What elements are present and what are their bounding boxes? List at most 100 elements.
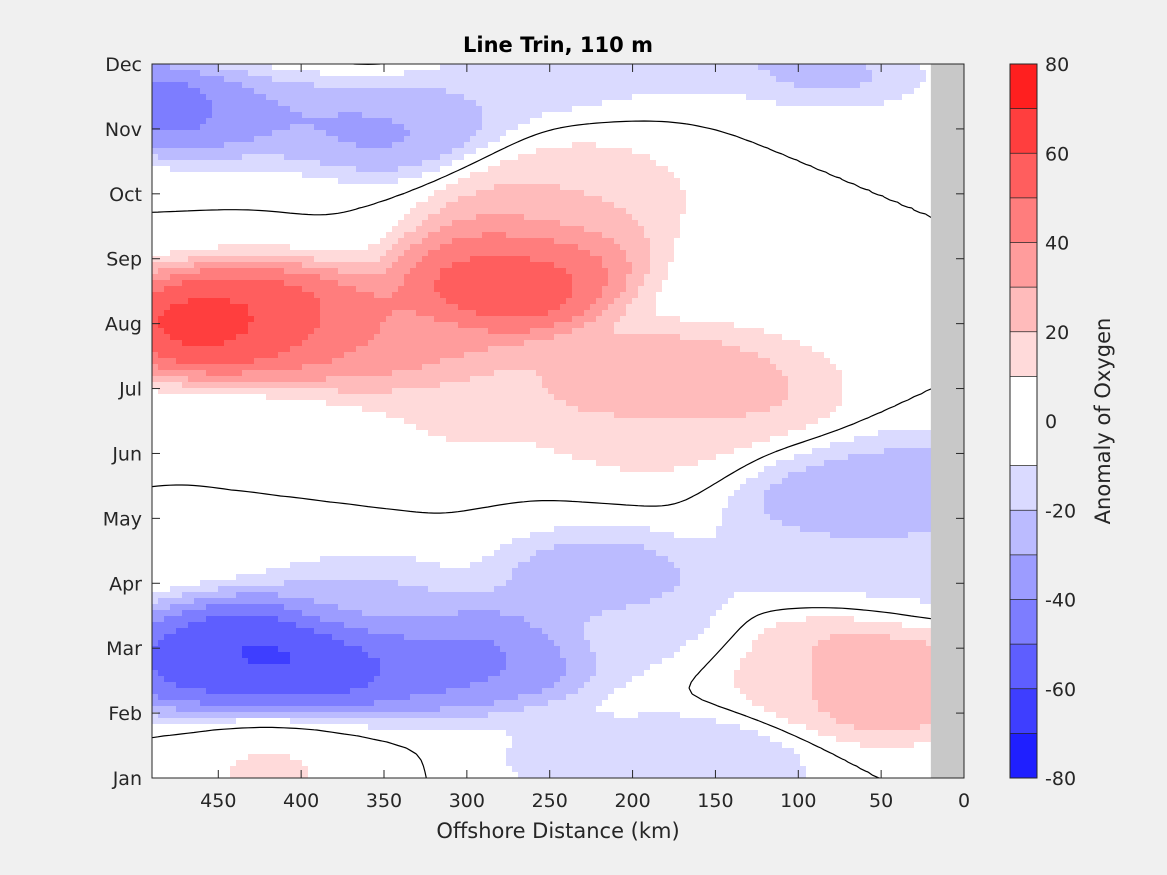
field-cell bbox=[350, 280, 357, 287]
field-cell bbox=[344, 226, 351, 233]
field-cell bbox=[602, 112, 609, 119]
field-cell bbox=[890, 220, 897, 227]
field-cell bbox=[686, 202, 693, 209]
field-cell bbox=[632, 136, 639, 143]
field-cell bbox=[158, 124, 165, 131]
field-cell bbox=[152, 70, 159, 77]
field-cell bbox=[230, 220, 237, 227]
field-cell bbox=[620, 196, 627, 203]
field-cell bbox=[278, 136, 285, 143]
field-cell bbox=[638, 280, 645, 287]
field-cell bbox=[374, 100, 381, 107]
field-cell bbox=[512, 124, 519, 131]
field-cell bbox=[182, 112, 189, 119]
field-cell bbox=[620, 142, 627, 149]
field-cell bbox=[356, 100, 363, 107]
field-cell bbox=[530, 160, 537, 167]
field-cell bbox=[686, 262, 693, 269]
field-cell bbox=[464, 256, 471, 263]
field-cell bbox=[626, 88, 633, 95]
field-cell bbox=[470, 238, 477, 245]
field-cell bbox=[728, 232, 735, 239]
field-cell bbox=[728, 166, 735, 173]
field-cell bbox=[896, 118, 903, 125]
field-cell bbox=[356, 250, 363, 257]
field-cell bbox=[734, 250, 741, 257]
field-cell bbox=[614, 256, 621, 263]
field-cell bbox=[350, 214, 357, 221]
field-cell bbox=[572, 250, 579, 257]
field-cell bbox=[422, 244, 429, 251]
field-cell bbox=[578, 112, 585, 119]
field-cell bbox=[782, 142, 789, 149]
field-cell bbox=[440, 94, 447, 101]
field-cell bbox=[296, 94, 303, 101]
field-cell bbox=[860, 76, 867, 83]
field-cell bbox=[584, 256, 591, 263]
field-cell bbox=[686, 250, 693, 257]
field-cell bbox=[434, 118, 441, 125]
field-cell bbox=[728, 238, 735, 245]
field-cell bbox=[488, 220, 495, 227]
field-cell bbox=[218, 220, 225, 227]
field-cell bbox=[692, 76, 699, 83]
field-cell bbox=[710, 142, 717, 149]
field-cell bbox=[746, 130, 753, 137]
field-cell bbox=[698, 268, 705, 275]
field-cell bbox=[722, 178, 729, 185]
field-cell bbox=[188, 70, 195, 77]
field-cell bbox=[776, 256, 783, 263]
field-cell bbox=[368, 238, 375, 245]
field-cell bbox=[542, 136, 549, 143]
field-cell bbox=[464, 88, 471, 95]
field-cell bbox=[260, 220, 267, 227]
field-cell bbox=[818, 130, 825, 137]
field-cell bbox=[434, 148, 441, 155]
field-cell bbox=[374, 250, 381, 257]
field-cell bbox=[542, 106, 549, 113]
field-cell bbox=[164, 82, 171, 89]
field-cell bbox=[524, 166, 531, 173]
field-cell bbox=[320, 100, 327, 107]
field-cell bbox=[200, 184, 207, 191]
field-cell bbox=[446, 88, 453, 95]
field-cell bbox=[578, 226, 585, 233]
field-cell bbox=[680, 244, 687, 251]
field-cell bbox=[728, 160, 735, 167]
field-cell bbox=[470, 136, 477, 143]
field-cell bbox=[290, 178, 297, 185]
field-cell bbox=[548, 94, 555, 101]
field-cell bbox=[662, 124, 669, 131]
field-cell bbox=[422, 226, 429, 233]
field-cell bbox=[674, 184, 681, 191]
field-cell bbox=[590, 88, 597, 95]
field-cell bbox=[878, 100, 885, 107]
field-cell bbox=[170, 256, 177, 263]
field-cell bbox=[236, 136, 243, 143]
field-cell bbox=[746, 106, 753, 113]
field-cell bbox=[344, 88, 351, 95]
field-cell bbox=[674, 208, 681, 215]
field-cell bbox=[236, 76, 243, 83]
field-cell bbox=[680, 262, 687, 269]
field-cell bbox=[380, 118, 387, 125]
field-cell bbox=[878, 166, 885, 173]
field-cell bbox=[626, 280, 633, 287]
field-cell bbox=[590, 280, 597, 287]
field-cell bbox=[194, 124, 201, 131]
field-cell bbox=[728, 64, 735, 71]
field-cell bbox=[566, 118, 573, 125]
field-cell bbox=[698, 118, 705, 125]
field-cell bbox=[260, 154, 267, 161]
field-cell bbox=[668, 232, 675, 239]
field-cell bbox=[578, 166, 585, 173]
field-cell bbox=[620, 70, 627, 77]
field-cell bbox=[542, 244, 549, 251]
field-cell bbox=[650, 274, 657, 281]
field-cell bbox=[920, 262, 927, 269]
field-cell bbox=[482, 106, 489, 113]
field-cell bbox=[260, 112, 267, 119]
field-cell bbox=[278, 172, 285, 179]
field-cell bbox=[668, 154, 675, 161]
field-cell bbox=[536, 64, 543, 71]
